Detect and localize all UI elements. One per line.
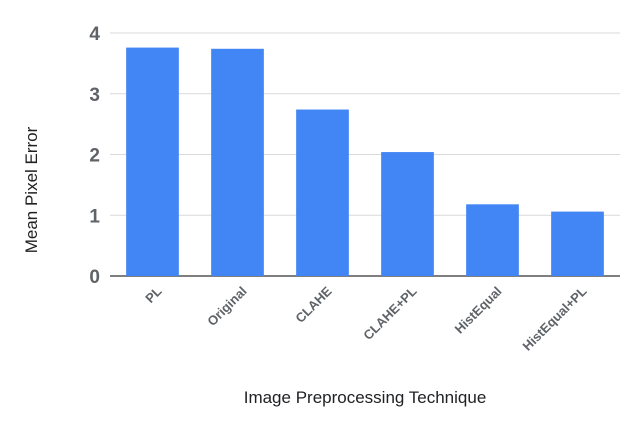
x-tick-label: CLAHE+PL [360, 283, 419, 342]
y-axis-ticks: 0 1 2 3 4 [89, 24, 100, 288]
bars [126, 47, 604, 276]
y-tick-label: 0 [89, 267, 100, 288]
gridlines [110, 32, 620, 277]
y-tick-label: 3 [89, 85, 100, 106]
bar-histequal-pl [551, 211, 604, 276]
bar-clahe-pl [381, 152, 434, 276]
x-tick-label: HistEqual [452, 284, 505, 337]
bar-pl [126, 47, 179, 276]
y-axis-title: Mean Pixel Error [22, 126, 41, 253]
x-axis-ticks: PL Original CLAHE CLAHE+PL HistEqual HistEqua… [142, 283, 589, 353]
bar-original [211, 48, 264, 276]
x-tick-label: PL [142, 283, 164, 305]
x-tick-label: CLAHE [292, 283, 335, 326]
bar-histequal [466, 204, 519, 276]
y-tick-label: 4 [89, 24, 100, 45]
x-axis-title: Image Preprocessing Technique [244, 388, 487, 407]
y-tick-label: 1 [89, 206, 100, 227]
y-tick-label: 2 [89, 146, 100, 167]
bar-clahe [296, 109, 349, 276]
x-tick-label: Original [204, 284, 249, 329]
x-tick-label: HistEqual+PL [519, 283, 589, 353]
